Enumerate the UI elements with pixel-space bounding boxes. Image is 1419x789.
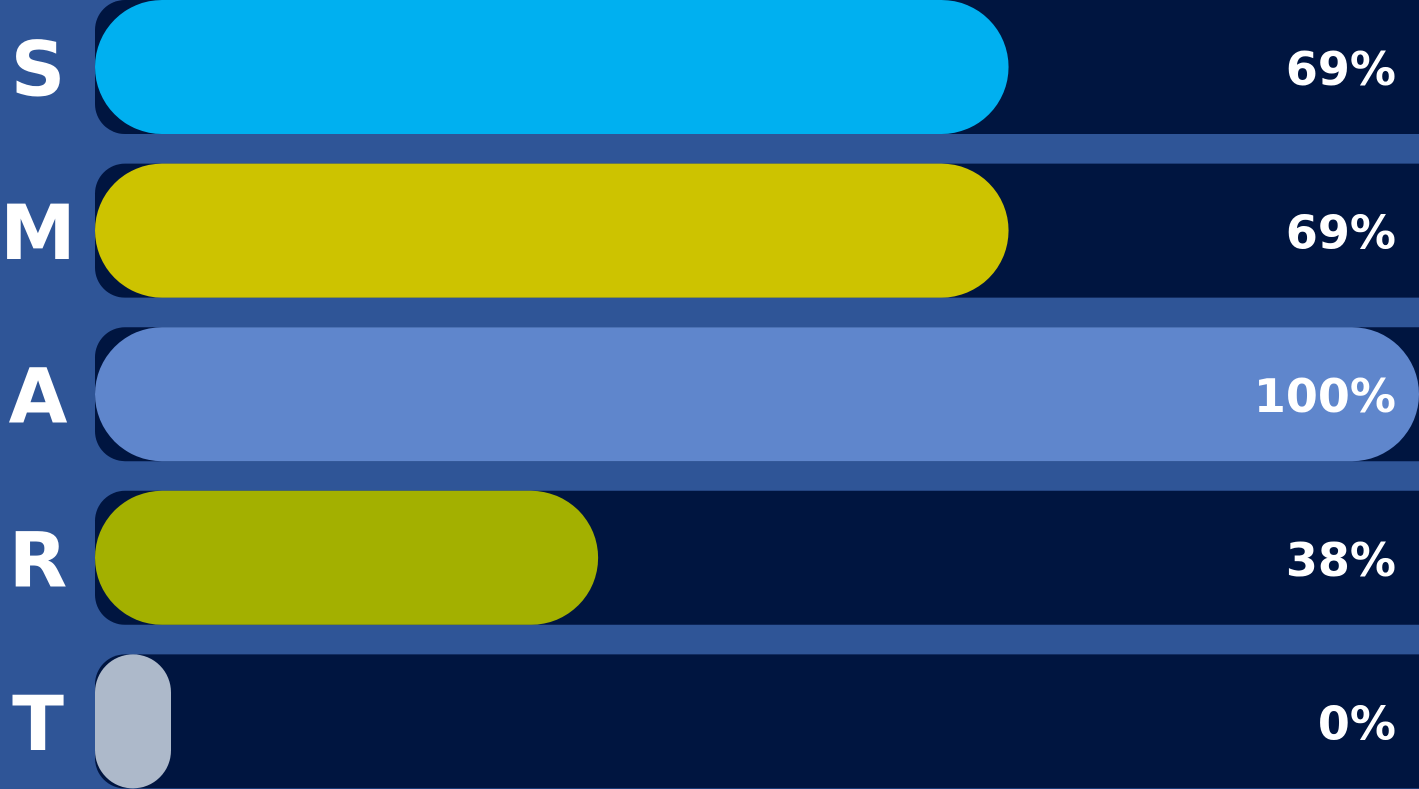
category-label: M [0, 188, 76, 277]
bar [95, 327, 1419, 462]
bar [95, 490, 599, 625]
bar-track [95, 654, 1419, 789]
value-label: 38% [1286, 533, 1396, 587]
bar [95, 654, 171, 789]
category-label: S [11, 25, 66, 114]
value-label: 100% [1254, 369, 1396, 423]
value-label: 69% [1286, 206, 1396, 260]
value-label: 69% [1286, 42, 1396, 96]
value-label: 0% [1318, 696, 1396, 750]
category-label: A [9, 352, 68, 441]
bar [95, 0, 1009, 134]
category-label: T [12, 679, 64, 768]
bar [95, 163, 1009, 298]
category-label: R [9, 515, 68, 604]
